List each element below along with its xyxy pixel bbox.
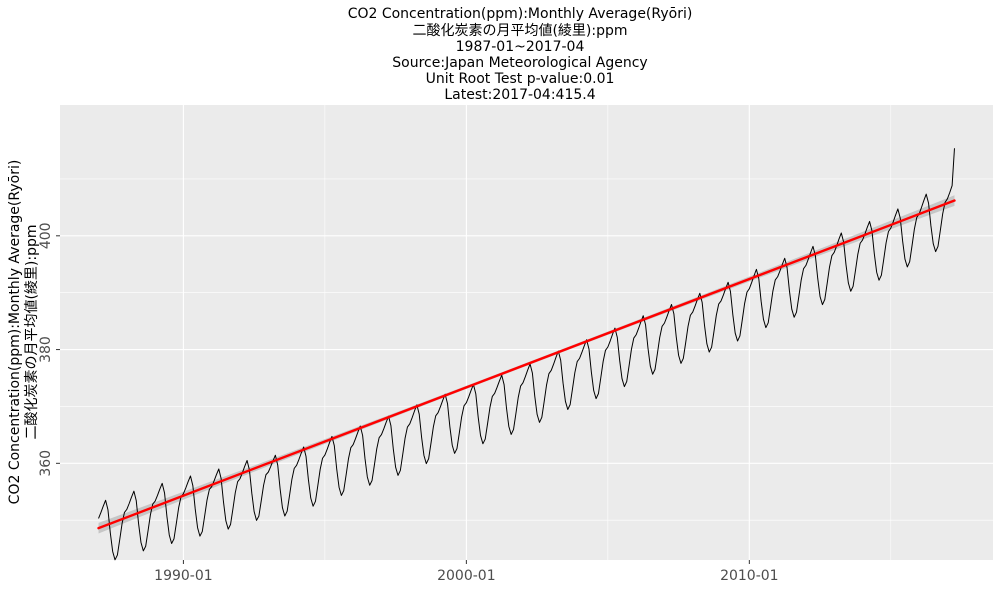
title-line-1: CO2 Concentration(ppm):Monthly Average(R… xyxy=(348,6,693,22)
chart-title: CO2 Concentration(ppm):Monthly Average(R… xyxy=(348,6,693,103)
y-axis-title: CO2 Concentration(ppm):Monthly Average(R… xyxy=(7,160,40,505)
y-tick-label: 380 xyxy=(38,336,54,363)
title-line-6: Latest:2017-04:415.4 xyxy=(444,87,595,103)
y-axis-ticks: 360 380 400 xyxy=(38,222,60,477)
monthly-co2-line xyxy=(98,148,955,561)
trend-line xyxy=(97,199,956,530)
title-line-3: 1987-01~2017-04 xyxy=(456,39,585,55)
y-axis-title-line-2: 二酸化炭素の月平均値(綾里):ppm xyxy=(24,224,40,439)
monthly-co2-path xyxy=(98,148,955,561)
title-line-5: Unit Root Test p-value:0.01 xyxy=(426,71,615,87)
x-tick-label: 2000-01 xyxy=(437,568,496,584)
title-line-2: 二酸化炭素の月平均値(綾里):ppm xyxy=(412,23,627,39)
y-tick-label: 360 xyxy=(38,450,54,477)
major-gridlines xyxy=(60,105,993,560)
linear-trend-line xyxy=(97,199,956,530)
x-axis-ticks: 1990-01 2000-01 2010-01 xyxy=(154,560,779,584)
x-tick-label: 1990-01 xyxy=(154,568,213,584)
title-line-4: Source:Japan Meteorological Agency xyxy=(392,55,647,71)
y-axis-title-line-1: CO2 Concentration(ppm):Monthly Average(R… xyxy=(7,160,23,505)
x-tick-label: 2010-01 xyxy=(720,568,779,584)
y-tick-label: 400 xyxy=(38,222,54,249)
